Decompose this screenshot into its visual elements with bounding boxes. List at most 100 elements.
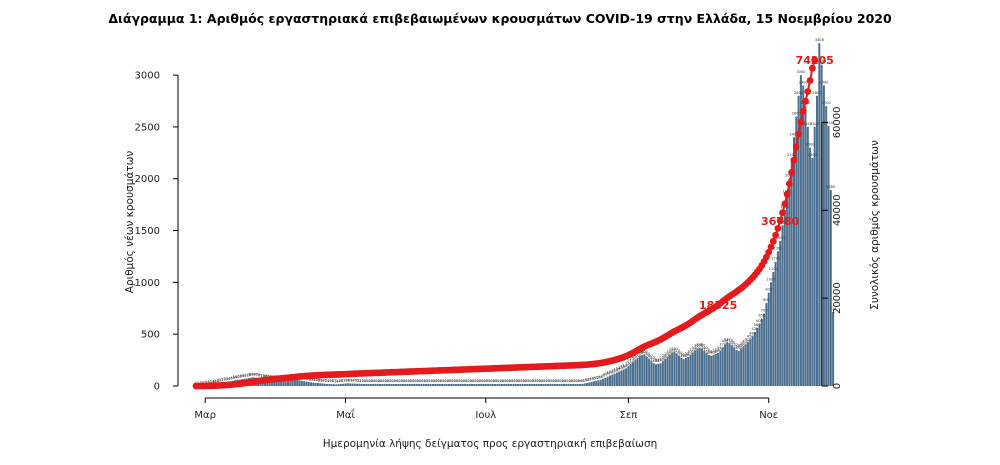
bar-value-label: 2300 (806, 143, 816, 147)
bar (388, 384, 390, 386)
bar (308, 382, 310, 386)
bar (354, 384, 356, 386)
x-axis-tick-label: Ιουλ (475, 410, 496, 421)
bar (618, 371, 620, 386)
bar (397, 384, 399, 386)
bar-value-label: 700 (761, 308, 769, 312)
bar (483, 384, 485, 386)
bar (358, 384, 360, 386)
bar (393, 384, 395, 386)
bar (754, 332, 756, 386)
bar (326, 384, 328, 386)
bar (478, 384, 480, 386)
bar (409, 384, 411, 386)
bar (731, 346, 733, 386)
bar (694, 351, 696, 386)
bar (825, 106, 827, 386)
bar (570, 384, 572, 386)
bar (533, 384, 535, 386)
bar (740, 349, 742, 386)
bar (425, 384, 427, 386)
bar (460, 384, 462, 386)
x-axis-title: Ημερομηνία λήψης δείγματος προς εργαστηρ… (323, 438, 658, 450)
bar (673, 352, 675, 386)
bar (660, 363, 662, 386)
bar (299, 380, 301, 386)
bar (529, 384, 531, 386)
bar (738, 351, 740, 386)
bar (439, 384, 441, 386)
bar-value-label: 900 (765, 288, 773, 292)
cumulative-point (770, 238, 777, 245)
bar (441, 384, 443, 386)
bar (676, 354, 678, 386)
bar (377, 384, 379, 386)
bar (476, 384, 478, 386)
bar (680, 358, 682, 386)
bar-value-label: 1889 (826, 185, 836, 189)
bar (558, 384, 560, 386)
bar (287, 381, 289, 386)
cumulative-point (788, 169, 795, 176)
bar (777, 251, 779, 386)
bar (699, 348, 701, 386)
bar (586, 383, 588, 386)
bar (637, 358, 639, 386)
bar (443, 384, 445, 386)
bar (407, 384, 409, 386)
bar (584, 383, 586, 386)
bar (466, 384, 468, 386)
bar (807, 127, 809, 386)
bar (772, 272, 774, 386)
bar-value-label: 600 (756, 319, 764, 323)
bar-value-label: 2700 (822, 101, 832, 105)
bar (671, 353, 673, 386)
bar (370, 384, 372, 386)
x-axis-tick-label: Σεπ (620, 410, 638, 421)
right-axis-tick-label: 20000 (832, 282, 843, 314)
bar (568, 384, 570, 386)
bar (657, 364, 659, 386)
bar (639, 356, 641, 386)
bar (381, 384, 383, 386)
bar (351, 384, 353, 386)
bar-value-label: 1000 (766, 277, 776, 281)
cumulative-annotation: 74205 (796, 54, 834, 67)
right-axis-tick-label: 40000 (832, 194, 843, 226)
bar (701, 349, 703, 386)
bar (648, 359, 650, 386)
bar (609, 376, 611, 386)
bar (282, 381, 284, 386)
bar (356, 384, 358, 386)
bar (489, 384, 491, 386)
left-axis-tick-label: 0 (154, 382, 160, 393)
bar (591, 382, 593, 386)
bar (549, 384, 551, 386)
bar (450, 384, 452, 386)
bar (556, 384, 558, 386)
bar (317, 383, 319, 386)
bar (708, 355, 710, 386)
bar (687, 357, 689, 386)
bar (692, 353, 694, 386)
bar (391, 384, 393, 386)
bar (736, 350, 738, 386)
bar (515, 384, 517, 386)
bar (713, 355, 715, 386)
bar (634, 360, 636, 386)
left-axis-tick-label: 500 (141, 330, 160, 341)
bar (448, 384, 450, 386)
bar (340, 384, 342, 386)
bar (669, 355, 671, 386)
bar (285, 381, 287, 386)
bar (752, 336, 754, 386)
bar (402, 384, 404, 386)
bar (522, 384, 524, 386)
bar (565, 384, 567, 386)
left-axis-tick-label: 2500 (135, 122, 160, 133)
bar (607, 377, 609, 386)
bar (411, 384, 413, 386)
bar (664, 359, 666, 386)
bar-value-label: 480 (749, 331, 757, 335)
bar (342, 384, 344, 386)
